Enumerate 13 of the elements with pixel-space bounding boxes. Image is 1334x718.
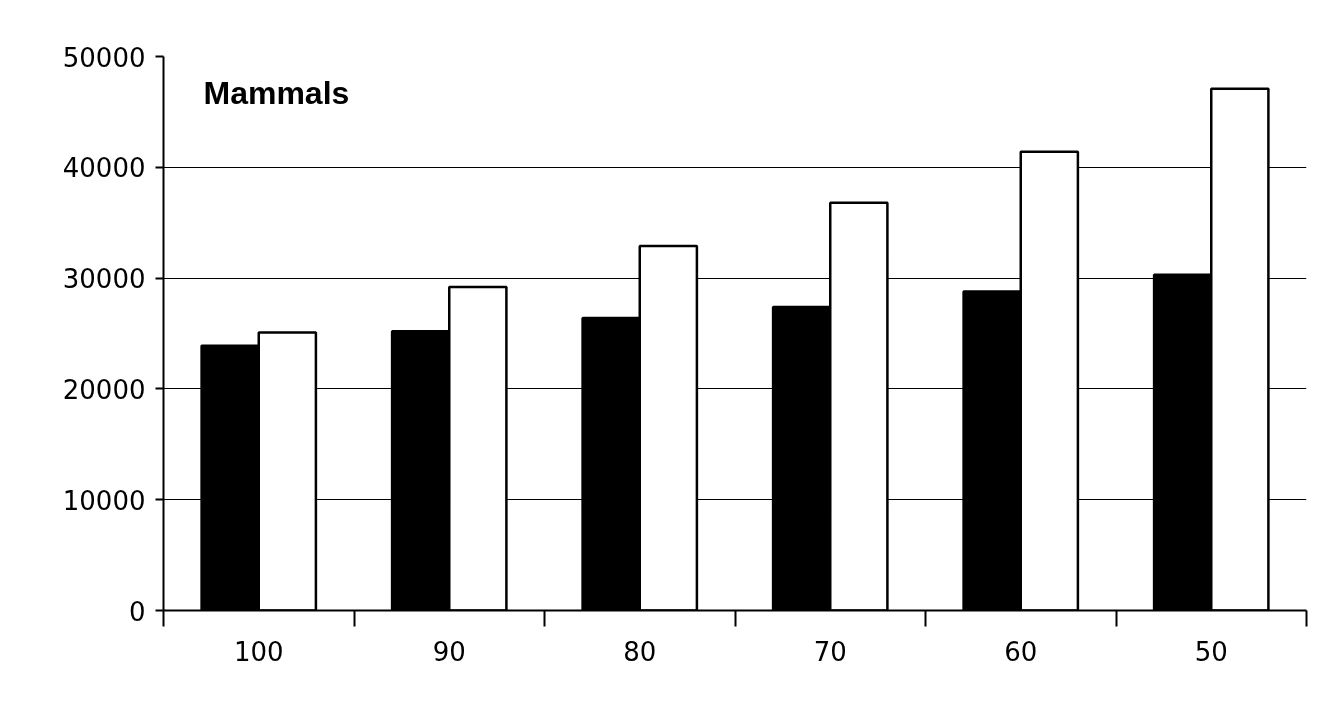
x-tick-label: 90 (432, 636, 466, 667)
y-tick-label: 10000 (62, 485, 146, 516)
x-tick-label: 70 (813, 636, 847, 667)
y-tick-label: 50000 (62, 42, 146, 73)
x-tick-label: 50 (1194, 636, 1228, 667)
y-tick-label: 20000 (62, 374, 146, 405)
x-tick-label: 80 (623, 636, 657, 667)
x-tick-label: 100 (233, 636, 284, 667)
y-tick-label: 0 (128, 596, 146, 627)
y-tick-label: 40000 (62, 153, 146, 184)
x-tick-label: 60 (1004, 636, 1038, 667)
text: Mammals (203, 74, 350, 111)
y-tick-label: 30000 (62, 264, 146, 295)
